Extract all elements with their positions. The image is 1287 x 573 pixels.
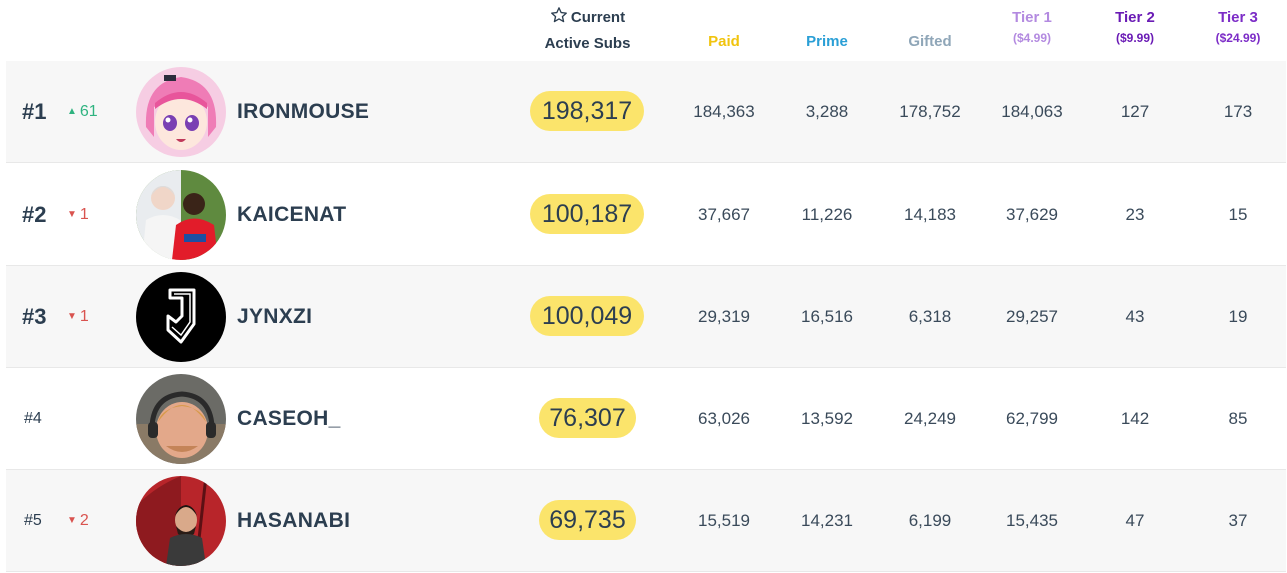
current-subs-pill: 100,187 xyxy=(530,194,644,234)
table-row[interactable]: #1 ▲ 61 IRONMOUSE 198,317 184,363 3,288 1… xyxy=(6,61,1286,163)
headset-avatar-icon[interactable] xyxy=(136,374,226,464)
tier1-value: 37,629 xyxy=(1006,204,1058,224)
active-subs-label: Active Subs xyxy=(544,35,631,52)
table-row[interactable]: #5 ▼ 2 HASANABI 69,735 15,519 14,231 6,19… xyxy=(6,470,1286,572)
caret-up-icon: ▲ xyxy=(67,106,77,117)
tier3-value: 19 xyxy=(1228,306,1248,326)
caret-down-icon: ▼ xyxy=(67,209,77,220)
tier3-label: Tier 3 xyxy=(1218,9,1258,26)
tier2-price: ($9.99) xyxy=(1115,31,1155,45)
paid-value: 15,519 xyxy=(698,510,750,530)
rank-change-value: 1 xyxy=(79,307,89,325)
gifted-value: 24,249 xyxy=(904,408,956,428)
current-subs-pill: 198,317 xyxy=(530,91,644,131)
gifted-value: 178,752 xyxy=(899,101,961,121)
tier2-value: 47 xyxy=(1125,510,1145,530)
prime-value: 3,288 xyxy=(805,101,849,121)
caret-down-icon: ▼ xyxy=(67,311,77,322)
tier2-value: 127 xyxy=(1120,101,1150,121)
tier3-value: 85 xyxy=(1228,408,1248,428)
prime-value: 16,516 xyxy=(801,306,853,326)
prime-value: 14,231 xyxy=(801,510,853,530)
prime-header[interactable]: Prime xyxy=(806,33,848,50)
star-icon[interactable] xyxy=(550,6,568,32)
tier2-value: 142 xyxy=(1120,408,1150,428)
rank-change: ▲ 61 xyxy=(67,61,98,162)
tier3-value: 173 xyxy=(1223,101,1253,121)
tier3-header[interactable]: Tier 3 ($24.99) xyxy=(1183,6,1287,46)
tier1-value: 62,799 xyxy=(1006,408,1058,428)
tier1-label: Tier 1 xyxy=(1012,9,1052,26)
tier3-value: 15 xyxy=(1228,204,1248,224)
rank-change-value: 61 xyxy=(79,102,98,120)
tier2-header[interactable]: Tier 2 ($9.99) xyxy=(1080,6,1190,46)
tier1-value: 184,063 xyxy=(1001,101,1063,121)
tier3-price: ($24.99) xyxy=(1215,31,1261,45)
paid-value: 29,319 xyxy=(698,306,750,326)
rank: #5 xyxy=(24,511,42,529)
rank-change: ▼ 1 xyxy=(67,164,89,265)
prime-value: 11,226 xyxy=(801,204,853,224)
shield-logo-avatar-icon[interactable] xyxy=(136,272,226,362)
rank: #2 xyxy=(22,201,47,227)
table-header: Current Active Subs Paid Prime Gifted Ti… xyxy=(0,0,1287,61)
caret-down-icon: ▼ xyxy=(67,515,77,526)
table-row[interactable]: #3 ▼ 1 JYNXZI 100,049 29,319 16,516 6,318… xyxy=(6,266,1286,368)
tier1-header[interactable]: Tier 1 ($4.99) xyxy=(977,6,1087,46)
gifted-value: 6,199 xyxy=(908,510,952,530)
current-subs-pill: 100,049 xyxy=(530,296,644,336)
tier2-label: Tier 2 xyxy=(1115,9,1155,26)
tier1-value: 29,257 xyxy=(1006,306,1058,326)
rank: #3 xyxy=(22,303,47,329)
rank-change-value: 2 xyxy=(79,511,89,529)
streamer-name[interactable]: KAICENAT xyxy=(237,202,347,226)
streamer-name[interactable]: CASEOH_ xyxy=(237,406,341,430)
streamer-name[interactable]: JYNXZI xyxy=(237,304,313,328)
rank: #1 xyxy=(22,98,47,124)
gifted-value: 14,183 xyxy=(904,204,956,224)
tier2-value: 43 xyxy=(1125,306,1145,326)
paid-header[interactable]: Paid xyxy=(708,33,740,50)
table-row[interactable]: #2 ▼ 1 KAICENAT 100,187 37,667 11,226 14,… xyxy=(6,164,1286,266)
streamer-name[interactable]: IRONMOUSE xyxy=(237,99,370,123)
paid-value: 37,667 xyxy=(698,204,750,224)
rank-change: ▼ 2 xyxy=(67,470,89,571)
anime-girl-avatar-icon[interactable] xyxy=(136,67,226,157)
current-subs-pill: 69,735 xyxy=(539,500,636,540)
prime-value: 13,592 xyxy=(801,408,853,428)
tier1-price: ($4.99) xyxy=(1012,31,1052,45)
portrait-avatar-icon[interactable] xyxy=(136,476,226,566)
table-row[interactable]: #4 CASEOH_ 76,307 63,026 13,592 24,249 6… xyxy=(6,368,1286,470)
current-subs-pill: 76,307 xyxy=(539,398,636,438)
current-label: Current xyxy=(570,9,626,26)
tier1-value: 15,435 xyxy=(1006,510,1058,530)
rank: #4 xyxy=(24,409,42,427)
rank-change-value: 1 xyxy=(79,205,89,223)
current-subs-header[interactable]: Current Active Subs xyxy=(530,6,645,56)
tier2-value: 23 xyxy=(1125,204,1145,224)
paid-value: 184,363 xyxy=(693,101,755,121)
tier3-value: 37 xyxy=(1228,510,1248,530)
photo-avatar-icon[interactable] xyxy=(136,170,226,260)
streamer-name[interactable]: HASANABI xyxy=(237,508,351,532)
gifted-value: 6,318 xyxy=(908,306,952,326)
gifted-header[interactable]: Gifted xyxy=(908,33,952,50)
paid-value: 63,026 xyxy=(698,408,750,428)
rank-change: ▼ 1 xyxy=(67,266,89,367)
